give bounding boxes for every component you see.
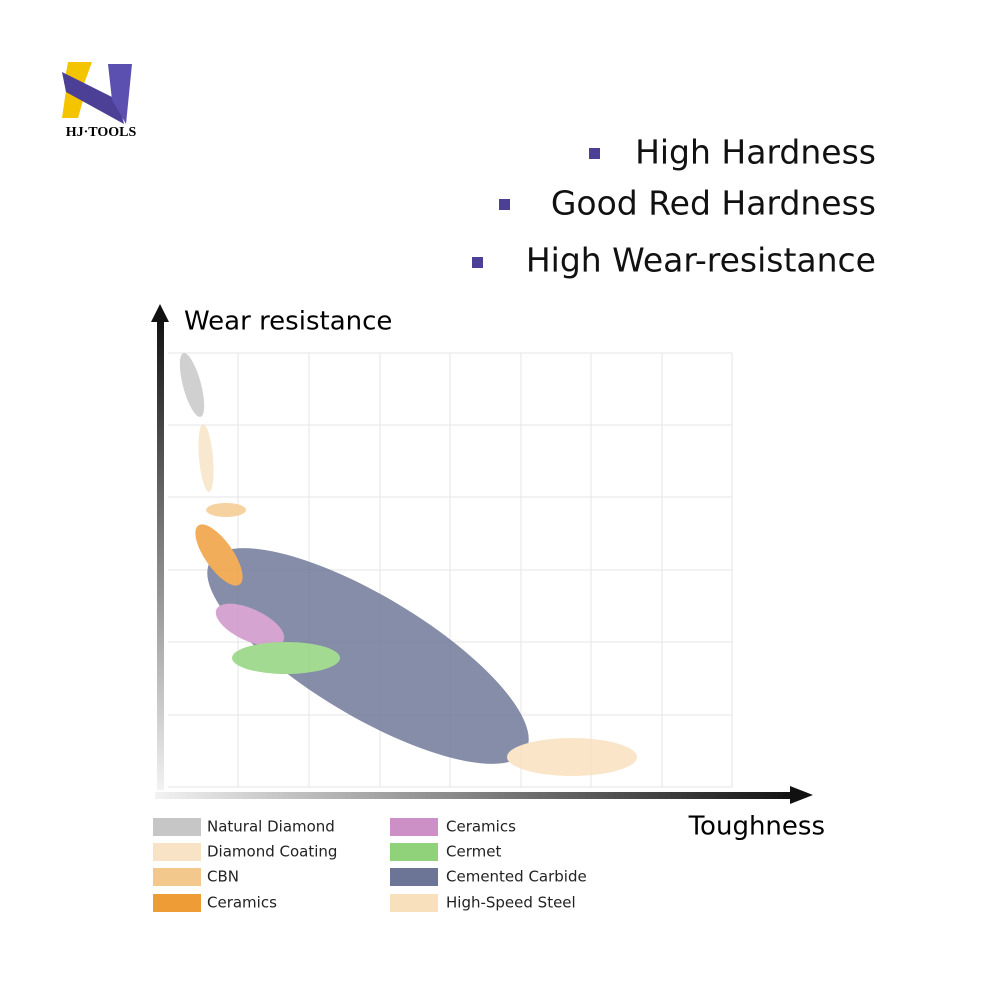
region [198,424,214,492]
region [207,548,529,764]
legend-label: Cemented Carbide [446,868,587,886]
logo: HJ·TOOLS [62,62,136,140]
legend-label: Ceramics [207,894,277,912]
legend-label: CBN [207,868,239,886]
legend-swatch [390,868,438,886]
logo-text: HJ·TOOLS [66,125,137,140]
legend-label: Ceramics [446,818,516,836]
legend-label: Cermet [446,843,501,861]
feature: High Wear-resistance [526,241,876,280]
legend: Natural Diamond Diamond Coating CBN Ceramic… [153,818,587,912]
logo-shape [108,64,132,124]
region [507,738,637,776]
y-arrow [151,304,169,322]
x-axis [155,792,795,799]
y-axis [157,318,164,790]
region [232,642,340,674]
legend-swatch [153,894,201,912]
regions [179,353,637,776]
legend-swatch [390,818,438,836]
legend-label: Diamond Coating [207,843,337,861]
x-arrow [790,786,813,804]
legend-swatch [390,894,438,912]
legend-swatch [153,818,201,836]
bullet [472,257,483,268]
region [215,603,285,647]
bullet [499,199,510,210]
feature: High Hardness [635,133,876,172]
bullet [589,148,600,159]
y-axis-label: Wear resistance [184,307,392,337]
logo-shape [62,72,124,124]
legend-swatch [153,868,201,886]
legend-label: Natural Diamond [207,818,335,836]
x-axis-label: Toughness [688,812,825,842]
region [179,353,205,417]
region [206,503,246,517]
feature: Good Red Hardness [551,184,876,223]
legend-swatch [153,843,201,861]
legend-label: High-Speed Steel [446,894,576,912]
legend-swatch [390,843,438,861]
region [195,524,243,586]
